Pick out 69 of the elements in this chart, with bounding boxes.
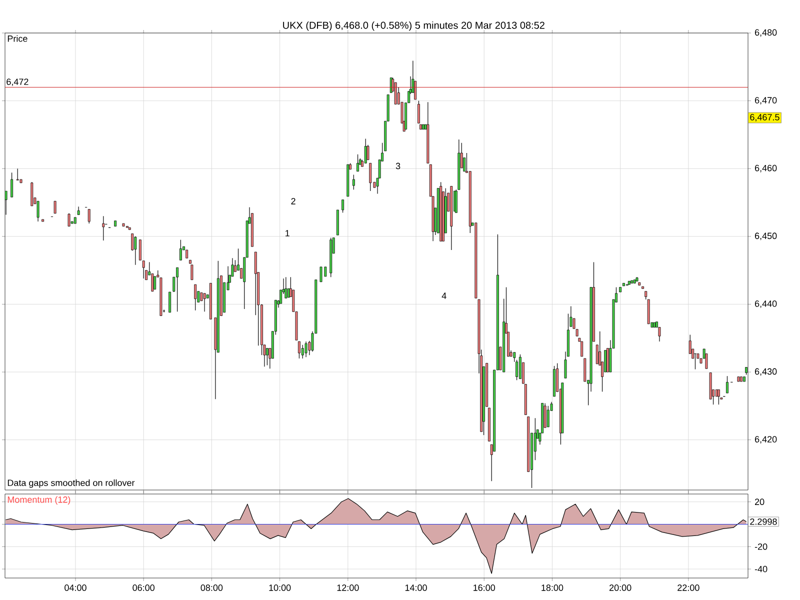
annotation: 4 <box>442 292 446 299</box>
x-tick-label: 06:00 <box>132 584 155 591</box>
x-tick-label: 16:00 <box>474 584 496 591</box>
ref-line-label: 6,472 <box>6 78 28 86</box>
candlestick <box>138 240 142 260</box>
annotation: 1 <box>286 230 290 236</box>
candlestick <box>356 154 359 172</box>
candlestick <box>102 216 105 241</box>
candlestick <box>726 376 728 394</box>
candlestick <box>304 341 308 358</box>
candlestick <box>142 260 145 279</box>
candlestick <box>16 168 19 180</box>
x-tick-label: 10:00 <box>269 584 291 591</box>
candlestick <box>30 182 34 206</box>
y-tick-label: 6,460 <box>754 164 777 172</box>
annotation: 2.2998 <box>750 518 777 525</box>
candlestick <box>298 341 300 359</box>
x-tick-label: 18:00 <box>542 584 564 591</box>
x-tick-label: 08:00 <box>200 584 223 591</box>
candlestick <box>606 348 609 372</box>
x-tick-label: 22:00 <box>678 584 700 591</box>
y-tick-label: 6,450 <box>754 232 777 240</box>
candlestick <box>154 276 156 290</box>
y-tick-label: -40 <box>754 566 768 572</box>
y-tick-label: 6,420 <box>754 436 777 444</box>
candlestick <box>301 344 304 359</box>
candlestick <box>414 80 417 100</box>
candlestick <box>179 240 182 260</box>
candlestick <box>352 174 355 190</box>
candlestick <box>68 213 70 227</box>
candlestick <box>168 292 172 313</box>
candlestick <box>134 236 137 266</box>
annotation: 2 <box>291 198 296 204</box>
candlestick <box>580 341 584 357</box>
candlestick <box>266 348 268 366</box>
y-tick-label: 6,440 <box>754 300 777 308</box>
candlestick <box>254 252 257 316</box>
annotation: 6,467.5 <box>750 114 780 122</box>
annotation: Data gaps smoothed on rollover <box>8 479 135 488</box>
candlestick <box>516 360 518 380</box>
candlestick <box>284 276 288 298</box>
y-tick-label: -20 <box>754 543 768 550</box>
x-tick-label: 20:00 <box>610 584 632 591</box>
chart-title: UKX (DFB) 6,468.0 (+0.58%) 5 minutes 20 Mar 2013 08:52 <box>283 21 544 31</box>
y-tick-label: 6,470 <box>754 97 777 105</box>
x-tick-label: 14:00 <box>405 584 427 591</box>
candlestick <box>151 273 154 292</box>
x-tick-label: 12:00 <box>337 584 359 591</box>
y-tick-label: 6,480 <box>754 29 777 37</box>
y-axis-title: Price <box>8 35 28 42</box>
candlestick <box>88 208 90 224</box>
y-tick-label: 6,430 <box>754 368 777 376</box>
candlestick <box>570 306 572 327</box>
candlestick <box>10 172 14 198</box>
candlestick <box>546 406 550 428</box>
candlestick <box>54 200 56 214</box>
candlestick <box>176 267 179 312</box>
candlestick <box>342 199 344 213</box>
candlestick <box>369 162 372 192</box>
candlestick <box>36 200 40 222</box>
annotation: 3 <box>396 162 400 170</box>
candlestick <box>584 358 586 382</box>
candlestick <box>572 318 576 329</box>
y-tick-label: 20 <box>754 498 764 506</box>
candlestick <box>203 293 206 312</box>
chart-title: Momentum (12) <box>8 496 70 505</box>
candlestick <box>718 389 720 405</box>
candlestick <box>194 284 197 311</box>
x-tick-label: 04:00 <box>64 584 86 591</box>
